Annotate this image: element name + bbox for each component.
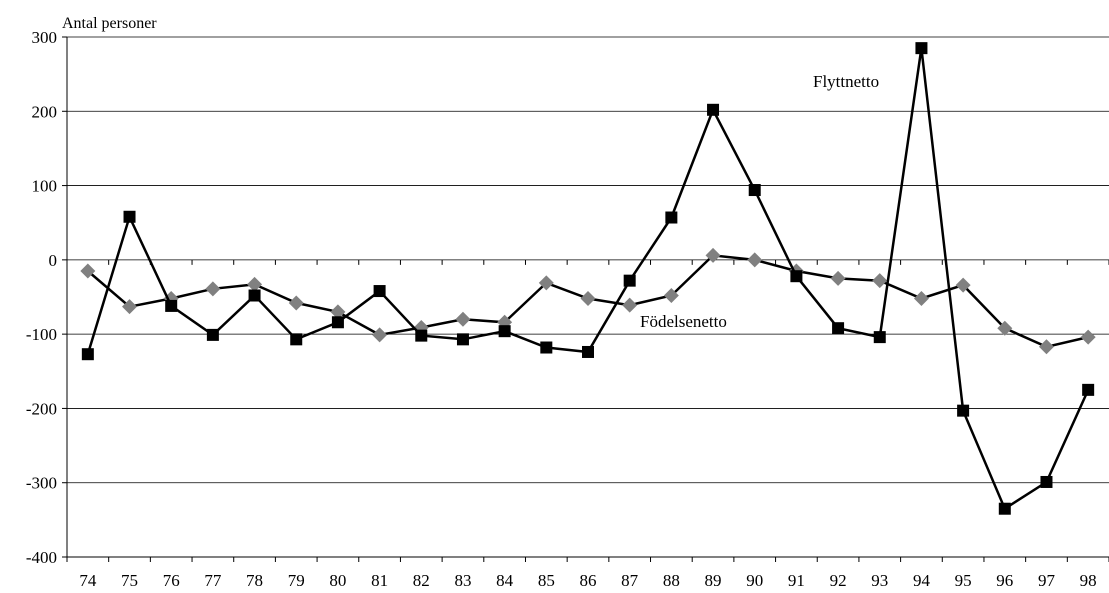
data-point (913, 290, 929, 306)
data-point (373, 285, 386, 298)
x-tick-label: 81 (371, 571, 388, 590)
data-point (915, 42, 928, 55)
data-point (538, 275, 554, 291)
data-point (832, 322, 845, 335)
x-tick-label: 96 (996, 571, 1013, 590)
data-point (623, 274, 636, 287)
x-tick-label: 83 (454, 571, 471, 590)
data-point (707, 103, 720, 116)
gridlines (67, 36, 1109, 484)
data-point (873, 331, 886, 344)
data-point (997, 320, 1013, 336)
y-tick-label: 200 (32, 102, 58, 121)
data-point (622, 297, 638, 313)
x-tick-label: 94 (913, 571, 931, 590)
data-point (165, 299, 178, 312)
x-tick-label: 84 (496, 571, 514, 590)
data-point (748, 184, 761, 197)
x-tick-label: 82 (413, 571, 430, 590)
data-point (288, 295, 304, 311)
y-tick-label: -300 (26, 474, 57, 493)
y-tick-label: 0 (49, 251, 58, 270)
x-tick-label: 91 (788, 571, 805, 590)
x-tick-label: 89 (705, 571, 722, 590)
x-tick-label: 88 (663, 571, 680, 590)
x-tick-label: 74 (79, 571, 97, 590)
x-tick-label: 86 (580, 571, 597, 590)
x-tick-label: 90 (746, 571, 763, 590)
annotation-fodelsenetto: Födelsenetto (640, 312, 727, 331)
x-tick-label: 75 (121, 571, 138, 590)
data-point (580, 290, 596, 306)
axes: -400 -300 -200 -100 0 100 200 300 74 75 76 77 78 79 80… (26, 28, 1109, 590)
data-point (415, 329, 428, 342)
data-point (582, 345, 594, 358)
data-point (455, 311, 471, 327)
data-point (122, 299, 138, 315)
data-point (80, 263, 96, 279)
x-tick-label: 98 (1080, 571, 1097, 590)
data-point (248, 289, 261, 302)
data-point (1082, 383, 1095, 396)
x-tick-label: 85 (538, 571, 555, 590)
data-point (955, 277, 971, 293)
y-axis-label: Antal personer (62, 15, 157, 32)
x-tick-label: 78 (246, 571, 263, 590)
x-tick-label: 79 (288, 571, 305, 590)
data-point (372, 327, 388, 343)
data-point (331, 316, 344, 329)
data-point (498, 325, 511, 338)
data-point (1080, 329, 1096, 345)
data-point (290, 333, 303, 346)
data-point (705, 247, 721, 263)
data-point (1040, 475, 1053, 488)
annotation-flyttnetto: Flyttnetto (813, 72, 879, 91)
x-tick-label: 77 (204, 571, 222, 590)
data-point (205, 281, 221, 297)
series-line (86, 47, 1090, 511)
x-tick-label: 93 (871, 571, 888, 590)
x-tick-label: 87 (621, 571, 639, 590)
data-point (81, 348, 94, 361)
data-point (957, 404, 970, 417)
y-tick-label: -100 (26, 325, 57, 344)
data-point (206, 328, 219, 341)
data-point (872, 273, 888, 289)
x-tick-label: 95 (955, 571, 972, 590)
data-point (790, 270, 803, 283)
data-point (665, 211, 678, 224)
data-point (998, 502, 1011, 515)
data-point (747, 252, 763, 268)
data-point (1038, 339, 1054, 355)
x-tick-label: 80 (329, 571, 346, 590)
y-tick-label: -200 (26, 399, 57, 418)
data-point (540, 341, 553, 354)
y-tick-label: 300 (32, 28, 58, 47)
series-flyttnetto (81, 42, 1095, 515)
y-tick-label: 100 (32, 177, 58, 196)
data-point (247, 276, 263, 292)
x-tick-label: 76 (163, 571, 180, 590)
data-point (456, 333, 469, 346)
data-point (330, 304, 346, 320)
y-tick-label: -400 (26, 548, 57, 567)
data-point (830, 270, 846, 286)
x-tick-label: 97 (1038, 571, 1056, 590)
series-fodelsenetto (80, 247, 1096, 355)
series (80, 42, 1096, 515)
x-tick-label: 92 (830, 571, 847, 590)
data-point (663, 288, 679, 304)
data-point (123, 210, 136, 223)
